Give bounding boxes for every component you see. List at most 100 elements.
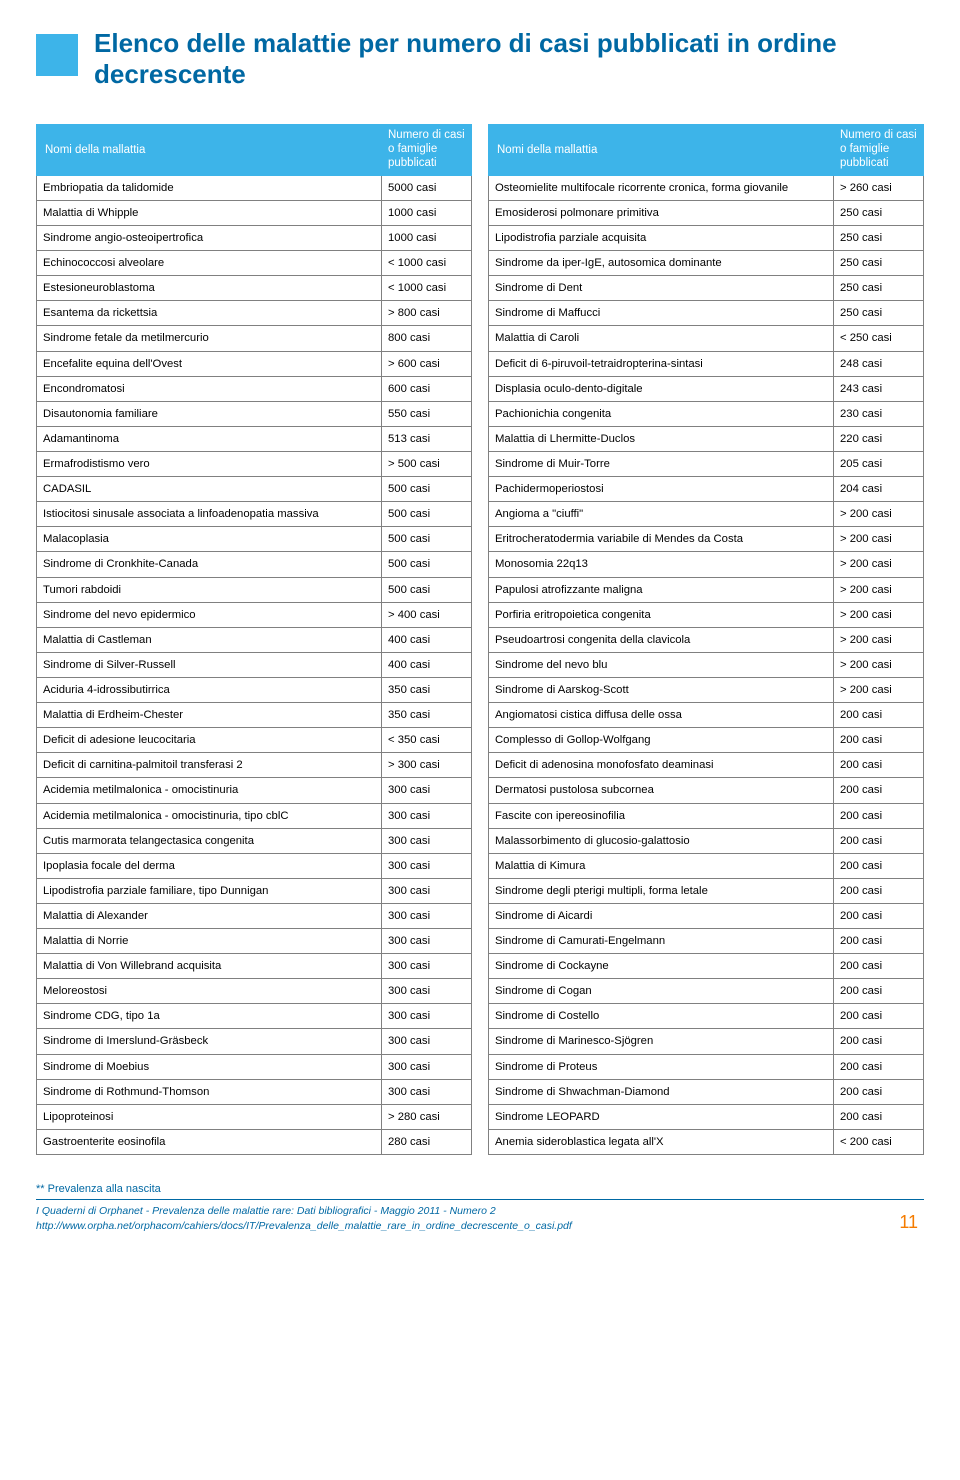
case-count: 200 casi: [834, 778, 924, 803]
disease-name: Acidemia metilmalonica - omocistinuria: [37, 778, 382, 803]
case-count: > 260 casi: [834, 175, 924, 200]
case-count: 1000 casi: [382, 225, 472, 250]
table-row: Tumori rabdoidi500 casi: [37, 577, 472, 602]
disease-name: Sindrome fetale da metilmercurio: [37, 326, 382, 351]
right-table: Nomi della mallattia Numero di casi o fa…: [488, 124, 924, 1155]
case-count: 200 casi: [834, 929, 924, 954]
table-row: Encondromatosi600 casi: [37, 376, 472, 401]
case-count: 220 casi: [834, 426, 924, 451]
disease-name: Embriopatia da talidomide: [37, 175, 382, 200]
col-header-count: Numero di casi o famiglie pubblicati: [382, 125, 472, 175]
case-count: > 200 casi: [834, 602, 924, 627]
disease-name: Acidemia metilmalonica - omocistinuria, …: [37, 803, 382, 828]
case-count: 200 casi: [834, 728, 924, 753]
case-count: > 200 casi: [834, 552, 924, 577]
table-row: Sindrome angio-osteoipertrofica1000 casi: [37, 225, 472, 250]
case-count: > 600 casi: [382, 351, 472, 376]
case-count: > 500 casi: [382, 451, 472, 476]
disease-name: Malattia di Von Willebrand acquisita: [37, 954, 382, 979]
disease-name: Deficit di adenosina monofosfato deamina…: [489, 753, 834, 778]
table-row: Sindrome di Cockayne200 casi: [489, 954, 924, 979]
disease-name: Malattia di Kimura: [489, 853, 834, 878]
disease-name: Istiocitosi sinusale associata a linfoad…: [37, 502, 382, 527]
case-count: > 200 casi: [834, 527, 924, 552]
footer-link: http://www.orpha.net/orphacom/cahiers/do…: [36, 1220, 572, 1232]
table-row: Ermafrodistismo vero> 500 casi: [37, 451, 472, 476]
disease-name: Sindrome del nevo epidermico: [37, 602, 382, 627]
case-count: 300 casi: [382, 979, 472, 1004]
case-count: 200 casi: [834, 803, 924, 828]
footnote: ** Prevalenza alla nascita: [36, 1183, 924, 1195]
table-row: Eritrocheratodermia variabile di Mendes …: [489, 527, 924, 552]
table-row: Malattia di Castleman400 casi: [37, 627, 472, 652]
table-row: Malattia di Von Willebrand acquisita300 …: [37, 954, 472, 979]
table-row: Sindrome di Rothmund-Thomson300 casi: [37, 1079, 472, 1104]
disease-name: Malassorbimento di glucosio-galattosio: [489, 828, 834, 853]
case-count: 200 casi: [834, 1004, 924, 1029]
disease-name: Fascite con ipereosinofilia: [489, 803, 834, 828]
disease-name: Dermatosi pustolosa subcornea: [489, 778, 834, 803]
case-count: 200 casi: [834, 1029, 924, 1054]
table-row: CADASIL500 casi: [37, 477, 472, 502]
disease-name: Sindrome di Cronkhite-Canada: [37, 552, 382, 577]
disease-name: Malattia di Lhermitte-Duclos: [489, 426, 834, 451]
disease-name: Malacoplasia: [37, 527, 382, 552]
table-row: Sindrome di Aicardi200 casi: [489, 903, 924, 928]
table-row: Sindrome di Camurati-Engelmann200 casi: [489, 929, 924, 954]
disease-name: Malattia di Whipple: [37, 200, 382, 225]
case-count: 300 casi: [382, 878, 472, 903]
disease-name: Eritrocheratodermia variabile di Mendes …: [489, 527, 834, 552]
table-row: Malattia di Kimura200 casi: [489, 853, 924, 878]
table-row: Pachionichia congenita230 casi: [489, 401, 924, 426]
disease-name: Ermafrodistismo vero: [37, 451, 382, 476]
table-row: Deficit di carnitina-palmitoil transfera…: [37, 753, 472, 778]
table-row: Lipoproteinosi> 280 casi: [37, 1104, 472, 1129]
disease-name: Echinococcosi alveolare: [37, 251, 382, 276]
table-row: Malattia di Alexander300 casi: [37, 903, 472, 928]
disease-name: Sindrome di Dent: [489, 276, 834, 301]
table-row: Sindrome CDG, tipo 1a300 casi: [37, 1004, 472, 1029]
table-row: Angiomatosi cistica diffusa delle ossa20…: [489, 703, 924, 728]
case-count: 280 casi: [382, 1129, 472, 1154]
disease-name: Sindrome di Shwachman-Diamond: [489, 1079, 834, 1104]
case-count: > 800 casi: [382, 301, 472, 326]
case-count: 250 casi: [834, 200, 924, 225]
case-count: 250 casi: [834, 301, 924, 326]
case-count: 300 casi: [382, 803, 472, 828]
table-row: Malattia di Erdheim-Chester350 casi: [37, 703, 472, 728]
disease-name: Displasia oculo-dento-digitale: [489, 376, 834, 401]
case-count: > 280 casi: [382, 1104, 472, 1129]
table-row: Aciduria 4-idrossibutirrica350 casi: [37, 677, 472, 702]
case-count: 500 casi: [382, 527, 472, 552]
table-row: Ipoplasia focale del derma300 casi: [37, 853, 472, 878]
table-row: Meloreostosi300 casi: [37, 979, 472, 1004]
disease-name: Sindrome di Camurati-Engelmann: [489, 929, 834, 954]
table-row: Fascite con ipereosinofilia200 casi: [489, 803, 924, 828]
disease-name: Lipodistrofia parziale familiare, tipo D…: [37, 878, 382, 903]
case-count: 200 casi: [834, 1054, 924, 1079]
case-count: > 200 casi: [834, 677, 924, 702]
disease-name: Sindrome di Proteus: [489, 1054, 834, 1079]
disease-name: Sindrome di Costello: [489, 1004, 834, 1029]
disease-name: Sindrome del nevo blu: [489, 652, 834, 677]
table-row: Papulosi atrofizzante maligna> 200 casi: [489, 577, 924, 602]
disease-name: Malattia di Norrie: [37, 929, 382, 954]
table-row: Sindrome LEOPARD200 casi: [489, 1104, 924, 1129]
disease-name: Sindrome da iper-IgE, autosomica dominan…: [489, 251, 834, 276]
disease-name: Malattia di Caroli: [489, 326, 834, 351]
title-marker-icon: [36, 34, 78, 76]
tables-container: Nomi della mallattia Numero di casi o fa…: [36, 124, 924, 1155]
table-row: Acidemia metilmalonica - omocistinuria, …: [37, 803, 472, 828]
table-row: Emosiderosi polmonare primitiva250 casi: [489, 200, 924, 225]
table-row: Deficit di adenosina monofosfato deamina…: [489, 753, 924, 778]
table-row: Sindrome del nevo blu> 200 casi: [489, 652, 924, 677]
case-count: 250 casi: [834, 276, 924, 301]
footer: I Quaderni di Orphanet - Prevalenza dell…: [36, 1199, 924, 1233]
left-column: Nomi della mallattia Numero di casi o fa…: [36, 124, 472, 1155]
disease-name: Osteomielite multifocale ricorrente cron…: [489, 175, 834, 200]
case-count: 300 casi: [382, 1079, 472, 1104]
disease-name: Malattia di Alexander: [37, 903, 382, 928]
disease-name: Sindrome di Aicardi: [489, 903, 834, 928]
disease-name: Ipoplasia focale del derma: [37, 853, 382, 878]
case-count: 200 casi: [834, 1079, 924, 1104]
